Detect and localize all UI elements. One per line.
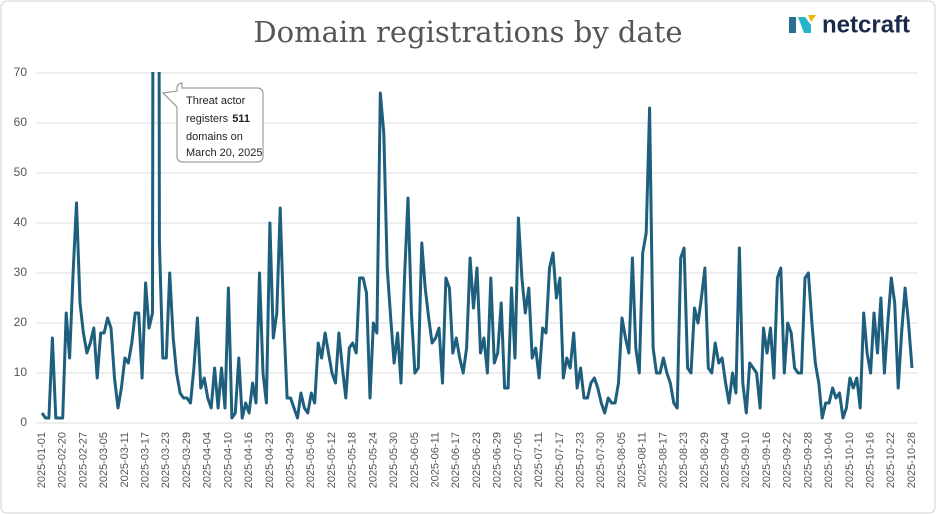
x-tick-label: 2025-03-05 bbox=[98, 432, 110, 488]
x-tick-label: 2025-07-23 bbox=[574, 432, 586, 488]
x-tick-label: 2025-03-11 bbox=[119, 432, 131, 487]
y-tick-label: 10 bbox=[14, 365, 28, 379]
x-tick-label: 2025-08-29 bbox=[699, 432, 711, 488]
annotation-line: registers bbox=[186, 113, 229, 125]
x-tick-label: 2025-08-05 bbox=[616, 432, 628, 488]
x-tick-label: 2025-03-23 bbox=[160, 432, 172, 488]
data-line bbox=[40, 72, 914, 420]
x-tick-label: 2025-05-06 bbox=[305, 432, 317, 488]
x-tick-label: 2025-05-12 bbox=[326, 432, 338, 488]
x-tick-label: 2025-04-23 bbox=[264, 432, 276, 488]
x-tick-label: 2025-04-04 bbox=[202, 432, 214, 488]
x-tick-label: 2025-10-22 bbox=[885, 432, 897, 488]
chart-title: Domain registrations by date bbox=[253, 15, 682, 49]
x-tick-label: 2025-10-16 bbox=[864, 432, 876, 488]
x-tick-label: 2025-09-22 bbox=[782, 432, 794, 488]
x-tick-label: 2025-05-30 bbox=[388, 432, 400, 488]
x-tick-label: 2025-08-23 bbox=[678, 432, 690, 488]
x-tick-label: 2025-07-30 bbox=[595, 432, 607, 488]
x-tick-label: 2025-09-04 bbox=[719, 432, 731, 488]
brand: netcraft bbox=[822, 11, 910, 38]
y-tick-label: 0 bbox=[20, 415, 27, 429]
x-tick-label: 2025-06-23 bbox=[471, 432, 483, 488]
x-tick-label: 2025-05-18 bbox=[347, 432, 359, 488]
y-tick-label: 40 bbox=[14, 215, 28, 229]
x-tick-label: 2025-09-28 bbox=[802, 432, 814, 488]
x-tick-label: 2025-09-16 bbox=[761, 432, 773, 488]
x-tick-label: 2025-08-11 bbox=[637, 432, 649, 487]
x-tick-label: 2025-10-10 bbox=[844, 432, 856, 488]
annotation-line: Threat actor bbox=[186, 95, 246, 107]
x-tick-label: 2025-03-17 bbox=[139, 432, 151, 488]
logo: netcraft bbox=[789, 11, 910, 38]
y-tick-label: 70 bbox=[14, 65, 28, 79]
x-tick-label: 2025-04-16 bbox=[243, 432, 255, 488]
x-tick-label: 2025-04-10 bbox=[222, 432, 234, 488]
x-tick-label: 2025-07-17 bbox=[554, 432, 566, 488]
y-tick-label: 60 bbox=[14, 115, 28, 129]
x-tick-label: 2025-02-20 bbox=[57, 432, 69, 488]
y-tick-label: 30 bbox=[14, 265, 28, 279]
x-tick-label: 2025-07-11 bbox=[533, 432, 545, 487]
annotation-line: March 20, 2025 bbox=[186, 147, 262, 159]
annotation-highlight: 511 bbox=[232, 113, 250, 125]
x-tick-label: 2025-08-17 bbox=[657, 432, 669, 488]
y-tick-label: 20 bbox=[14, 315, 28, 329]
x-tick-label: 2025-09-10 bbox=[740, 432, 752, 488]
x-tick-label: 2025-01-01 bbox=[36, 432, 48, 488]
x-tick-label: 2025-06-29 bbox=[492, 432, 504, 488]
y-tick-label: 50 bbox=[14, 165, 28, 179]
x-tick-label: 2025-10-28 bbox=[906, 432, 918, 488]
annotation-text: Threat actor registers 511 domains on March … bbox=[186, 95, 262, 159]
annotation: Threat actor registers 511 domains on March … bbox=[161, 82, 264, 163]
x-tick-label: 2025-06-05 bbox=[409, 432, 421, 488]
annotation-box bbox=[161, 82, 264, 163]
x-tick-label: 2025-05-24 bbox=[367, 432, 379, 488]
x-tick-label: 2025-10-04 bbox=[823, 432, 835, 488]
x-tick-label: 2025-07-05 bbox=[512, 432, 524, 488]
x-tick-label: 2025-02-27 bbox=[77, 432, 89, 488]
x-tick-label: 2025-04-29 bbox=[284, 432, 296, 488]
x-tick-label: 2025-06-11 bbox=[429, 432, 441, 487]
x-tick-label: 2025-06-17 bbox=[450, 432, 462, 488]
annotation-line: domains on bbox=[186, 131, 243, 143]
x-tick-label: 2025-03-29 bbox=[181, 432, 193, 488]
